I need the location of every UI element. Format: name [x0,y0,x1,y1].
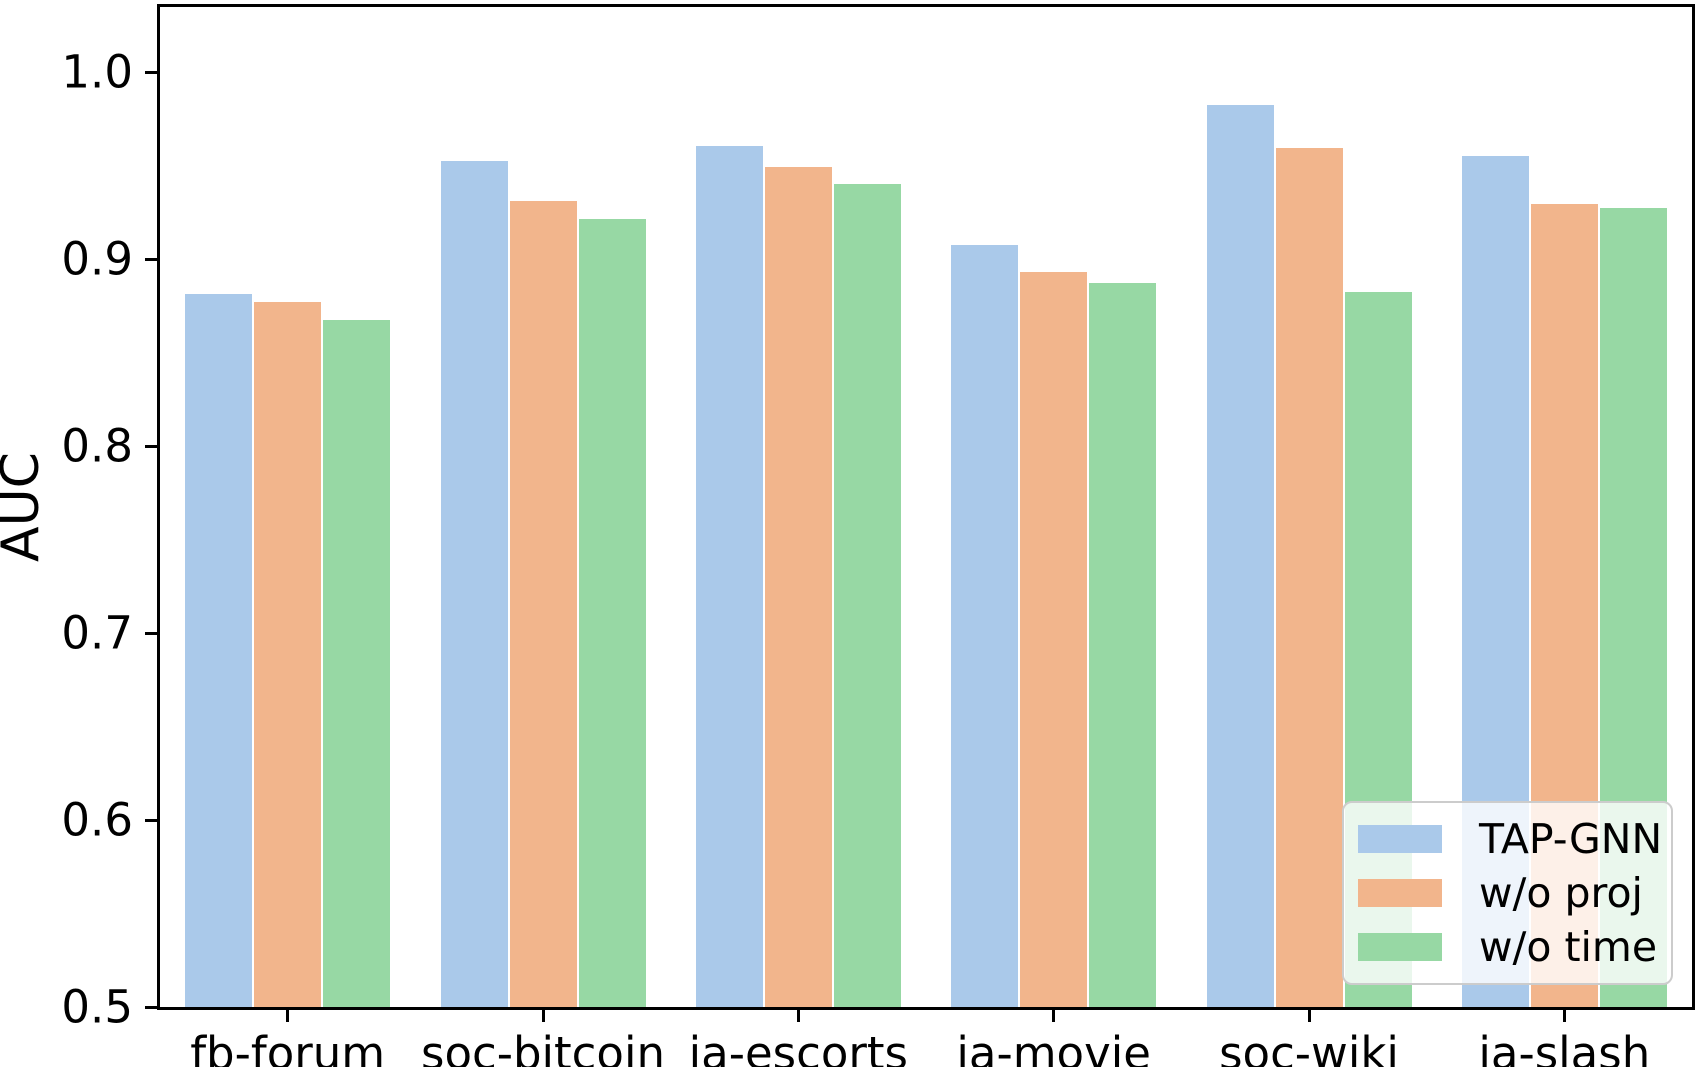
bar-w-o-time-ia-movie [1088,281,1158,1007]
bar-w-o-time-soc-bitcoin [577,218,647,1007]
legend-swatch [1358,825,1442,853]
y-tick-label-1.0: 1.0 [61,45,133,99]
bar-w-o-proj-soc-wiki [1274,147,1344,1007]
bar-tap-gnn-soc-wiki [1205,104,1275,1007]
y-tick-mark-0.9 [145,257,157,261]
legend-swatch [1358,933,1442,961]
x-tick-label-fb-forum: fb-forum [190,1027,386,1067]
x-tick-mark-soc-bitcoin [541,1010,545,1022]
x-tick-mark-soc-wiki [1307,1010,1311,1022]
bar-w-o-proj-ia-movie [1019,270,1089,1007]
y-tick-label-0.5: 0.5 [61,980,133,1034]
x-tick-label-soc-wiki: soc-wiki [1219,1027,1399,1067]
legend-swatch [1358,879,1442,907]
legend: TAP-GNN w/o proj w/o time [1342,801,1673,985]
legend-row-tap-gnn: TAP-GNN [1358,815,1671,863]
plot-area: TAP-GNN w/o proj w/o time [157,4,1695,1010]
bar-tap-gnn-fb-forum [184,293,254,1007]
y-tick-label-0.7: 0.7 [61,606,133,660]
y-tick-mark-0.5 [145,1005,157,1009]
x-tick-mark-fb-forum [286,1010,290,1022]
legend-label: TAP-GNN [1479,815,1663,863]
x-tick-mark-ia-escorts [796,1010,800,1022]
y-tick-label-0.6: 0.6 [61,793,133,847]
bar-w-o-proj-soc-bitcoin [508,199,578,1007]
legend-label: w/o proj [1479,869,1643,917]
x-tick-mark-ia-slash [1562,1010,1566,1022]
y-tick-mark-0.6 [145,818,157,822]
bar-w-o-proj-fb-forum [253,300,323,1007]
bar-tap-gnn-soc-bitcoin [439,160,509,1007]
bar-tap-gnn-ia-escorts [694,145,764,1007]
x-tick-mark-ia-movie [1052,1010,1056,1022]
x-tick-label-ia-escorts: ia-escorts [688,1027,908,1067]
x-tick-label-ia-slash: ia-slash [1478,1027,1651,1067]
bar-w-o-time-fb-forum [322,319,392,1007]
y-tick-mark-1.0 [145,70,157,74]
y-tick-mark-0.7 [145,631,157,635]
x-tick-label-ia-movie: ia-movie [956,1027,1151,1067]
x-tick-label-soc-bitcoin: soc-bitcoin [421,1027,665,1067]
y-tick-mark-0.8 [145,444,157,448]
legend-row-w-o-time: w/o time [1358,923,1671,971]
y-tick-label-0.9: 0.9 [61,232,133,286]
legend-row-w-o-proj: w/o proj [1358,869,1671,917]
y-tick-label-0.8: 0.8 [61,419,133,473]
bar-tap-gnn-ia-movie [950,244,1020,1007]
y-axis-label: AUC [0,452,51,562]
legend-label: w/o time [1479,923,1658,971]
bar-w-o-proj-ia-escorts [763,165,833,1007]
bar-w-o-time-ia-escorts [832,182,902,1007]
